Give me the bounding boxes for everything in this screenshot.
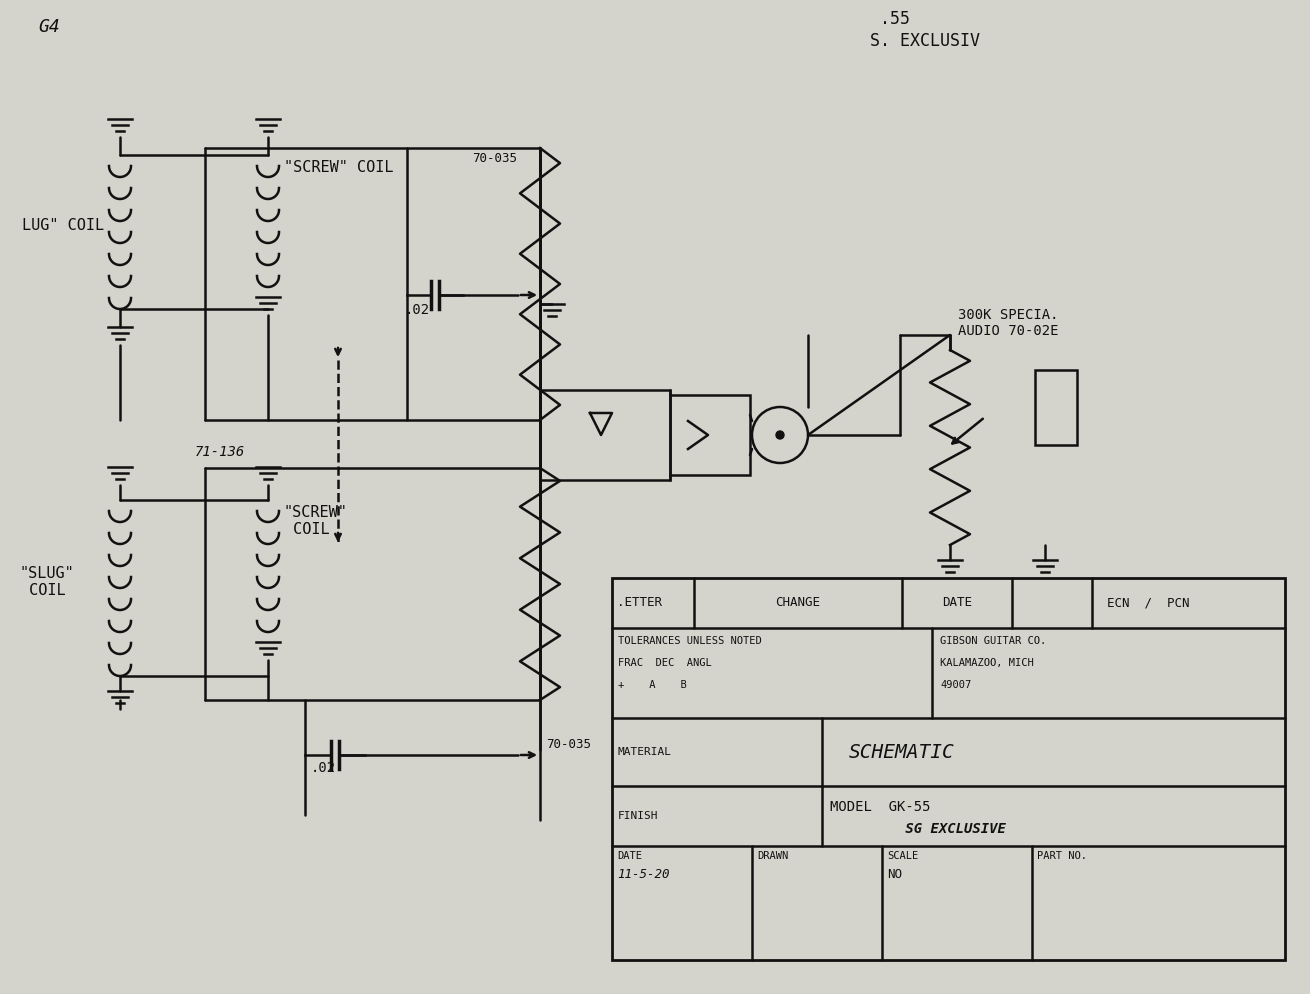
Text: SCALE: SCALE <box>887 851 918 861</box>
Bar <box>669 395 751 475</box>
Text: 70-035: 70-035 <box>472 152 517 165</box>
Text: "SCREW" COIL: "SCREW" COIL <box>284 160 393 175</box>
Text: NO: NO <box>887 868 903 881</box>
Text: 300K SPECIA.
AUDIO 70-02E: 300K SPECIA. AUDIO 70-02E <box>958 308 1058 338</box>
Text: 71-136: 71-136 <box>195 445 245 459</box>
Text: SCHEMATIC: SCHEMATIC <box>849 743 955 761</box>
Text: TOLERANCES UNLESS NOTED: TOLERANCES UNLESS NOTED <box>618 636 761 646</box>
Text: "SCREW"
 COIL: "SCREW" COIL <box>284 505 348 538</box>
Text: FINISH: FINISH <box>618 811 659 821</box>
Text: .02: .02 <box>310 761 335 775</box>
Text: +    A    B: + A B <box>618 680 686 690</box>
Bar <box>1035 370 1077 445</box>
Text: S. EXCLUSIV: S. EXCLUSIV <box>870 32 980 50</box>
Text: G4: G4 <box>38 18 60 36</box>
Circle shape <box>776 431 783 439</box>
Text: MATERIAL: MATERIAL <box>618 747 672 757</box>
Text: 70-035: 70-035 <box>546 739 591 751</box>
Text: "SLUG"
 COIL: "SLUG" COIL <box>20 566 75 598</box>
Text: DATE: DATE <box>942 596 972 609</box>
Text: MODEL  GK-55: MODEL GK-55 <box>831 800 930 814</box>
Text: .02: .02 <box>405 303 430 317</box>
Text: 49007: 49007 <box>941 680 971 690</box>
Text: .55: .55 <box>880 10 910 28</box>
Text: ECN  /  PCN: ECN / PCN <box>1107 596 1189 609</box>
Text: SG EXCLUSIVE: SG EXCLUSIVE <box>831 822 1006 836</box>
Text: .ETTER: .ETTER <box>617 596 662 609</box>
Text: KALAMAZOO, MICH: KALAMAZOO, MICH <box>941 658 1034 668</box>
Text: DRAWN: DRAWN <box>757 851 789 861</box>
Text: CHANGE: CHANGE <box>776 596 820 609</box>
Text: FRAC  DEC  ANGL: FRAC DEC ANGL <box>618 658 711 668</box>
Text: GIBSON GUITAR CO.: GIBSON GUITAR CO. <box>941 636 1047 646</box>
Text: DATE: DATE <box>617 851 642 861</box>
Bar <box>540 390 669 480</box>
Text: PART NO.: PART NO. <box>1038 851 1087 861</box>
Text: LUG" COIL: LUG" COIL <box>22 219 103 234</box>
Text: 11-5-20: 11-5-20 <box>617 868 669 881</box>
Bar <box>612 578 1285 960</box>
